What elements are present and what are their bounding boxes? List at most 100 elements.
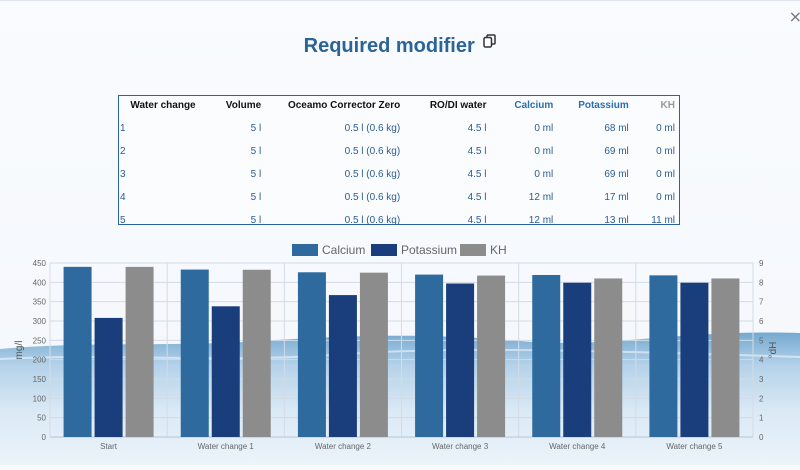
bar-potassium xyxy=(212,306,240,437)
cell-corrector: 0.5 l (0.6 kg) xyxy=(265,209,404,232)
cell-kh: 0 ml xyxy=(633,186,679,209)
cell-kh: 11 ml xyxy=(633,209,679,232)
y-tick-label-left: 250 xyxy=(33,336,47,345)
y-tick-label-left: 450 xyxy=(33,259,47,268)
bar-kh xyxy=(594,278,622,437)
cell-rodi-water: 4.5 l xyxy=(404,140,490,163)
header-rodi-water: RO/DI water xyxy=(404,96,490,117)
y-axis-label-right: °dH xyxy=(768,342,779,359)
header-corrector: Oceamo Corrector Zero xyxy=(265,96,404,117)
bar-potassium xyxy=(95,318,123,437)
cell-volume: 5 l xyxy=(207,209,265,232)
bar-kh xyxy=(477,276,505,437)
cell-water-change: 4 xyxy=(119,186,207,209)
modifier-chart: 0 50 100 150 200 250 300 350 400 450 0 1 2 3 4 5 6 7 8 9 mg/… xyxy=(0,237,800,465)
bar-potassium xyxy=(329,295,357,437)
y-tick-label-right: 7 xyxy=(759,298,764,307)
bar-potassium xyxy=(563,283,591,437)
legend-label-potassium: Potassium xyxy=(401,243,457,257)
bar-calcium xyxy=(532,275,560,437)
cell-potassium: 68 ml xyxy=(557,117,633,140)
x-tick-label: Water change 2 xyxy=(315,442,372,451)
cell-rodi-water: 4.5 l xyxy=(404,186,490,209)
header-water-change: Water change xyxy=(119,96,207,117)
y-tick-label-left: 400 xyxy=(33,278,47,287)
y-tick-label-left: 100 xyxy=(33,394,47,403)
bar-calcium xyxy=(298,272,326,437)
cell-water-change: 2 xyxy=(119,140,207,163)
cell-volume: 5 l xyxy=(207,117,265,140)
cell-calcium: 0 ml xyxy=(491,140,558,163)
bar-kh xyxy=(711,278,739,437)
cell-calcium: 0 ml xyxy=(491,117,558,140)
y-tick-label-right: 5 xyxy=(759,336,764,345)
x-tick-label: Water change 3 xyxy=(432,442,489,451)
x-tick-label: Water change 4 xyxy=(549,442,606,451)
cell-potassium: 69 ml xyxy=(557,163,633,186)
legend-swatch-potassium xyxy=(371,244,397,256)
modifier-table: Water change Volume Oceamo Corrector Zer… xyxy=(118,95,680,225)
dialog-title: Required modifier xyxy=(0,31,800,58)
table-header-row: Water change Volume Oceamo Corrector Zer… xyxy=(119,96,679,117)
x-tick-label: Water change 5 xyxy=(666,442,723,451)
y-tick-label-right: 2 xyxy=(759,394,764,403)
table-row: 1 5 l 0.5 l (0.6 kg) 4.5 l 0 ml 68 ml 0 ml xyxy=(119,117,679,140)
y-tick-label-right: 9 xyxy=(759,259,764,268)
table-row: 4 5 l 0.5 l (0.6 kg) 4.5 l 12 ml 17 ml 0 ml xyxy=(119,186,679,209)
table-row: 5 5 l 0.5 l (0.6 kg) 4.5 l 12 ml 13 ml 11 ml xyxy=(119,209,679,232)
bar-calcium xyxy=(181,270,209,437)
bar-calcium xyxy=(649,275,677,437)
cell-corrector: 0.5 l (0.6 kg) xyxy=(265,163,404,186)
bar-kh xyxy=(126,267,154,437)
chart-area: 0 50 100 150 200 250 300 350 400 450 0 1 2 3 4 5 6 7 8 9 mg/… xyxy=(0,237,800,465)
y-tick-label-right: 6 xyxy=(759,317,764,326)
y-tick-label-left: 150 xyxy=(33,375,47,384)
legend-label-calcium: Calcium xyxy=(322,243,365,257)
y-tick-label-left: 50 xyxy=(37,414,46,423)
title-text: Required modifier xyxy=(304,35,475,57)
y-tick-label-right: 4 xyxy=(759,356,764,365)
cell-rodi-water: 4.5 l xyxy=(404,117,490,140)
close-icon[interactable]: × xyxy=(789,7,800,26)
y-tick-label-left: 350 xyxy=(33,298,47,307)
cell-calcium: 12 ml xyxy=(491,186,558,209)
table-row: 2 5 l 0.5 l (0.6 kg) 4.5 l 0 ml 69 ml 0 ml xyxy=(119,140,679,163)
header-potassium: Potassium xyxy=(557,96,633,117)
legend-label-kh: KH xyxy=(490,243,507,257)
cell-water-change: 5 xyxy=(119,209,207,232)
y-tick-label-right: 3 xyxy=(759,375,764,384)
cell-rodi-water: 4.5 l xyxy=(404,163,490,186)
cell-corrector: 0.5 l (0.6 kg) xyxy=(265,117,404,140)
bar-calcium xyxy=(64,267,92,437)
legend-swatch-kh xyxy=(460,244,486,256)
bar-potassium xyxy=(680,283,708,437)
table-row: 3 5 l 0.5 l (0.6 kg) 4.5 l 0 ml 69 ml 0 ml xyxy=(119,163,679,186)
header-kh: KH xyxy=(633,96,679,117)
bar-kh xyxy=(243,270,271,437)
x-tick-label: Water change 1 xyxy=(198,442,255,451)
cell-rodi-water: 4.5 l xyxy=(404,209,490,232)
y-tick-label-right: 1 xyxy=(759,414,764,423)
y-tick-label-left: 300 xyxy=(33,317,47,326)
cell-kh: 0 ml xyxy=(633,117,679,140)
cell-potassium: 69 ml xyxy=(557,140,633,163)
copy-icon[interactable] xyxy=(483,31,496,54)
cell-corrector: 0.5 l (0.6 kg) xyxy=(265,140,404,163)
cell-calcium: 0 ml xyxy=(491,163,558,186)
cell-corrector: 0.5 l (0.6 kg) xyxy=(265,186,404,209)
cell-potassium: 13 ml xyxy=(557,209,633,232)
cell-kh: 0 ml xyxy=(633,140,679,163)
cell-calcium: 12 ml xyxy=(491,209,558,232)
y-tick-label-right: 8 xyxy=(759,278,764,287)
cell-potassium: 17 ml xyxy=(557,186,633,209)
bar-potassium xyxy=(446,283,474,437)
y-tick-label-left: 200 xyxy=(33,356,47,365)
cell-water-change: 1 xyxy=(119,117,207,140)
cell-volume: 5 l xyxy=(207,140,265,163)
bar-kh xyxy=(360,273,388,437)
header-volume: Volume xyxy=(207,96,265,117)
legend-swatch-calcium xyxy=(292,244,318,256)
y-tick-label-left: 0 xyxy=(42,433,47,442)
header-calcium: Calcium xyxy=(491,96,558,117)
